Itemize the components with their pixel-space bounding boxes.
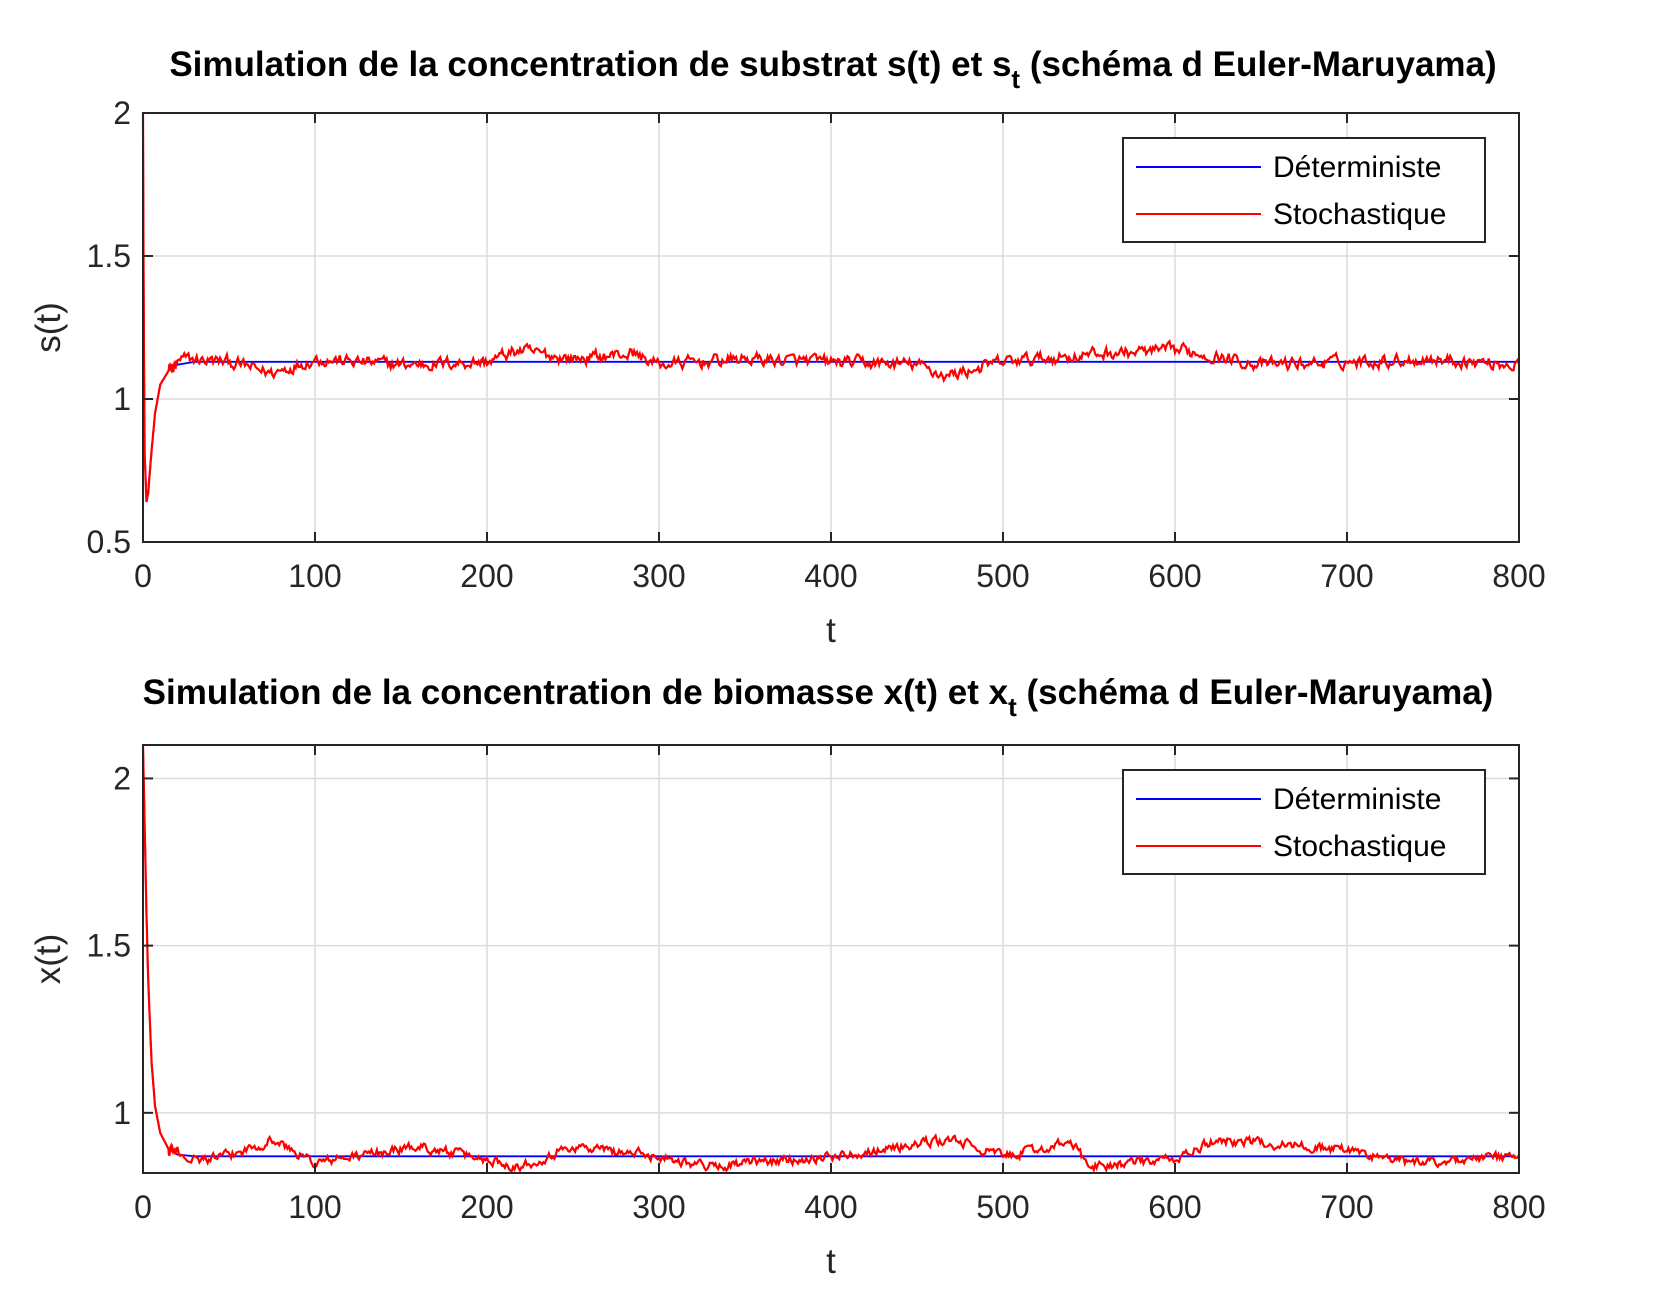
x-tick-label: 400: [804, 1189, 857, 1225]
biomass-x-axis-label: t: [826, 1242, 836, 1281]
x-tick-label: 500: [976, 1189, 1029, 1225]
biomass-title-tail: (schéma d Euler-Maruyama): [1017, 673, 1494, 712]
substrate-title-tail: (schéma d Euler-Maruyama): [1020, 45, 1497, 84]
biomass-y-axis-label: x(t): [29, 934, 68, 985]
y-tick-label: 2: [113, 760, 131, 796]
x-tick-label: 300: [632, 558, 685, 594]
x-tick-label: 800: [1492, 1189, 1545, 1225]
legend-deterministic-label: Déterministe: [1273, 151, 1441, 184]
x-tick-label: 200: [460, 1189, 513, 1225]
biomass-chart-title: Simulation de la concentration de biomas…: [143, 673, 1494, 722]
biomass-legend: Déterministe Stochastique: [1122, 769, 1486, 875]
legend-deterministic-label: Déterministe: [1273, 783, 1441, 816]
x-tick-label: 300: [632, 1189, 685, 1225]
substrate-title-main: Simulation de la concentration de substr…: [169, 45, 1011, 84]
x-tick-label: 800: [1492, 558, 1545, 594]
y-tick-label: 1: [113, 1095, 131, 1131]
substrate-panel: Simulation de la concentration de substr…: [29, 45, 1546, 650]
substrate-plot-area: [141, 112, 1521, 503]
biomass-stochastic-line: [141, 744, 1520, 1174]
x-tick-label: 0: [134, 1189, 152, 1225]
y-tick-label: 1: [113, 381, 131, 417]
biomass-plot-area: [141, 744, 1520, 1174]
x-tick-label: 0: [134, 558, 152, 594]
x-tick-label: 200: [460, 558, 513, 594]
substrate-y-axis-label: s(t): [29, 302, 68, 353]
x-tick-label: 700: [1320, 1189, 1373, 1225]
substrate-chart-title: Simulation de la concentration de substr…: [169, 45, 1496, 94]
x-tick-label: 100: [288, 558, 341, 594]
biomass-ticks: 0 100 200 300 400 500 600 700 800 1 1.5 2: [87, 745, 1546, 1225]
y-tick-label: 1.5: [87, 238, 131, 274]
substrate-legend: Déterministe Stochastique: [1122, 137, 1486, 243]
biomass-title-subscript: t: [1008, 692, 1017, 722]
x-tick-label: 100: [288, 1189, 341, 1225]
biomass-panel: Simulation de la concentration de biomas…: [29, 673, 1546, 1281]
y-tick-label: 1.5: [87, 928, 131, 964]
substrate-x-axis-label: t: [826, 611, 836, 650]
x-tick-label: 600: [1148, 1189, 1201, 1225]
x-tick-label: 700: [1320, 558, 1373, 594]
substrate-ticks: 0 100 200 300 400 500 600 700 800 0.5 1 1.5 2: [87, 95, 1546, 594]
biomass-title-main: Simulation de la concentration de biomas…: [143, 673, 1009, 712]
x-tick-label: 400: [804, 558, 857, 594]
x-tick-label: 600: [1148, 558, 1201, 594]
substrate-stochastic-line: [141, 112, 1521, 503]
x-tick-label: 500: [976, 558, 1029, 594]
y-tick-label: 2: [113, 95, 131, 131]
biomass-grid: [143, 745, 1519, 1173]
substrate-title-subscript: t: [1011, 64, 1020, 94]
legend-stochastic-label: Stochastique: [1273, 830, 1446, 863]
y-tick-label: 0.5: [87, 524, 131, 560]
legend-stochastic-label: Stochastique: [1273, 198, 1446, 231]
